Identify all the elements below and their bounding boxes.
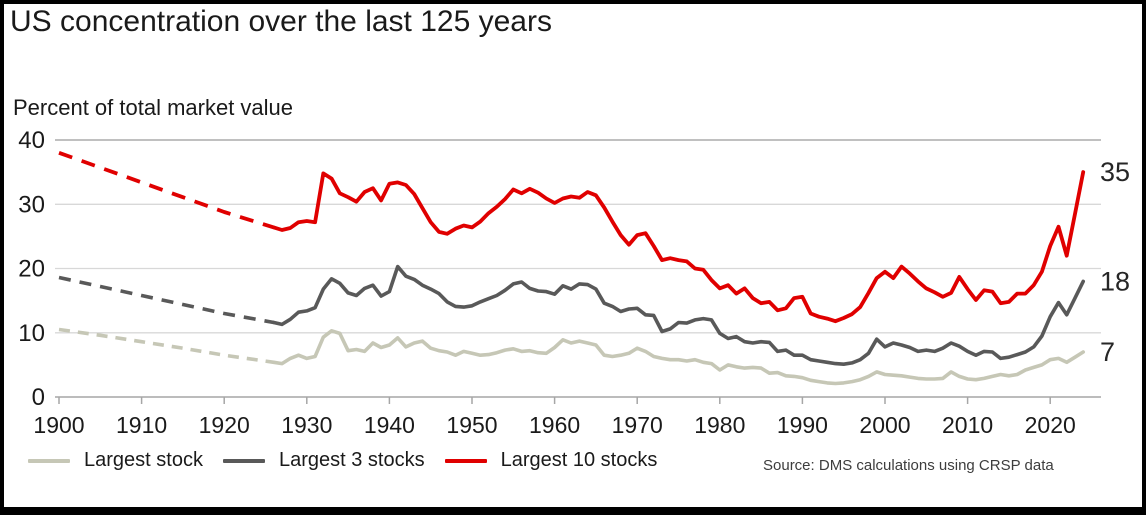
legend-swatch-largest-10-stocks (444, 458, 487, 463)
y-tick-label-0: 0 (32, 384, 45, 411)
x-tick-label-1970: 1970 (612, 412, 663, 438)
gridlines (55, 139, 1101, 334)
chart-title: US concentration over the last 125 years (10, 5, 552, 38)
series-line-largest-stock (271, 328, 1085, 386)
x-tick-label-1900: 1900 (33, 412, 84, 438)
y-tick-label-30: 30 (18, 191, 45, 218)
x-tick-label-2020: 2020 (1025, 412, 1076, 438)
x-tick-label-1910: 1910 (116, 412, 167, 438)
x-tick-label-1980: 1980 (694, 412, 745, 438)
x-tick-label-1960: 1960 (529, 412, 580, 438)
legend-label: Largest stock (84, 449, 203, 471)
legend-swatch-largest-3-stocks (222, 458, 265, 463)
x-tick-label-2010: 2010 (942, 412, 993, 438)
x-tick-label-1920: 1920 (199, 412, 250, 438)
series-end-label-18: 18 (1100, 266, 1130, 296)
x-tick-label-2000: 2000 (859, 412, 910, 438)
legend-label: Largest 3 stocks (278, 449, 425, 471)
legend-label: Largest 10 stocks (500, 449, 658, 471)
series-end-label-7: 7 (1100, 337, 1115, 367)
source-note: Source: DMS calculations using CRSP data (763, 457, 1054, 474)
y-tick-label-40: 40 (18, 127, 45, 154)
x-tick-label-1940: 1940 (364, 412, 415, 438)
axis-tick-labels: 0 10 20 30 40 1900 1910 1920 1930 1940 1950 1960 197… (18, 127, 1075, 438)
series-dashed-largest-3-stocks (58, 275, 275, 325)
y-tick-label-20: 20 (18, 256, 45, 283)
x-axis (55, 396, 1101, 404)
y-axis-title: Percent of total market value (13, 95, 294, 120)
x-tick-label-1950: 1950 (446, 412, 497, 438)
x-tick-label-1990: 1990 (777, 412, 828, 438)
series-dashed-largest-10-stocks (58, 151, 275, 230)
series-lines (58, 151, 1086, 386)
series-end-labels: 7 18 35 (1100, 157, 1130, 367)
y-tick-label-10: 10 (18, 320, 45, 347)
legend-item-largest-stock: Largest stock (28, 449, 203, 472)
legend: Largest stock Largest 3 stocks Largest 1… (28, 449, 657, 472)
legend-swatch-largest-stock (28, 458, 70, 463)
series-dashed-largest-stock (58, 327, 275, 365)
x-tick-label-1930: 1930 (281, 412, 332, 438)
series-line-largest-10-stocks (271, 170, 1086, 324)
legend-item-largest-3-stocks: Largest 3 stocks (222, 449, 425, 472)
legend-item-largest-10-stocks: Largest 10 stocks (444, 449, 658, 472)
series-line-largest-3-stocks (271, 264, 1085, 367)
series-end-label-35: 35 (1100, 157, 1130, 187)
